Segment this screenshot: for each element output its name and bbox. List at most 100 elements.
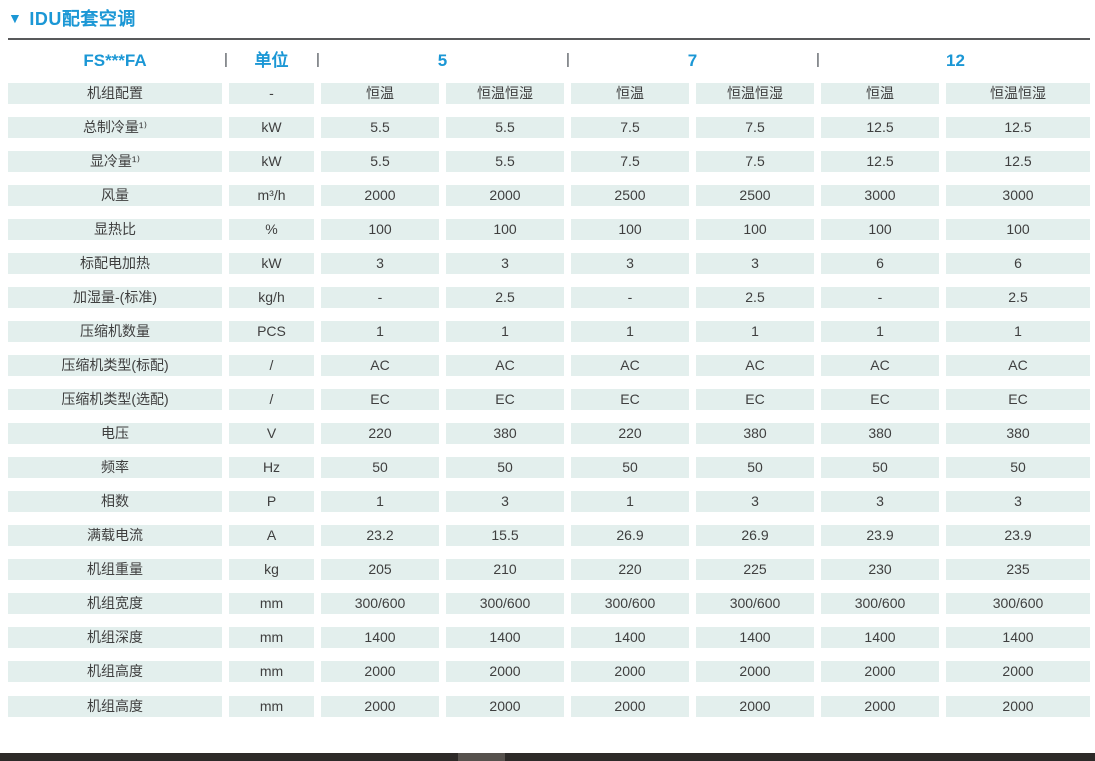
cell-value: 230 <box>821 559 939 580</box>
row-unit: Hz <box>229 457 314 478</box>
cell-value: 300/600 <box>946 593 1090 614</box>
cell-value: 12.5 <box>821 117 939 138</box>
header-separator: | <box>316 51 320 68</box>
cell-value: AC <box>946 355 1090 376</box>
row-label: 显热比 <box>8 219 222 240</box>
cell-value: 220 <box>571 559 689 580</box>
cell-value: 50 <box>821 457 939 478</box>
cell-value: 1 <box>321 491 439 512</box>
cell-value: 2000 <box>821 661 939 682</box>
cell-value: 3000 <box>946 185 1090 206</box>
cell-value: 380 <box>446 423 564 444</box>
row-unit: kW <box>229 117 314 138</box>
group-header-5: 5 <box>437 51 448 70</box>
cell-value: AC <box>696 355 814 376</box>
row-unit: kW <box>229 151 314 172</box>
cell-value: 1 <box>446 321 564 342</box>
row-unit: PCS <box>229 321 314 342</box>
cell-value: - <box>321 287 439 308</box>
cell-value: 1 <box>321 321 439 342</box>
row-unit: / <box>229 389 314 410</box>
cell-value: 2000 <box>321 696 439 717</box>
cell-value: 2000 <box>821 696 939 717</box>
cell-value: 225 <box>696 559 814 580</box>
cell-value: 100 <box>821 219 939 240</box>
header-separator: | <box>816 51 820 68</box>
cell-value: 3 <box>321 253 439 274</box>
row-label: 机组高度 <box>8 696 222 717</box>
cell-value: 380 <box>821 423 939 444</box>
cell-value: 3 <box>446 253 564 274</box>
row-unit: kg <box>229 559 314 580</box>
cell-value: 恒温恒湿 <box>946 83 1090 104</box>
table-row: 机组配置 - 恒温 恒温恒湿 恒温 恒温恒湿 恒温 恒温恒湿 <box>8 83 1090 104</box>
row-label: 总制冷量¹⁾ <box>8 117 222 138</box>
row-unit: kW <box>229 253 314 274</box>
row-label: 满载电流 <box>8 525 222 546</box>
row-label: 频率 <box>8 457 222 478</box>
cell-value: EC <box>571 389 689 410</box>
cell-value: 205 <box>321 559 439 580</box>
cell-value: 2.5 <box>696 287 814 308</box>
cell-value: 1 <box>821 321 939 342</box>
cell-value: 5.5 <box>321 117 439 138</box>
table-row: 机组高度 mm 2000 2000 2000 2000 2000 2000 <box>8 696 1090 717</box>
cell-value: 2.5 <box>946 287 1090 308</box>
row-label: 加湿量-(标准) <box>8 287 222 308</box>
cell-value: 7.5 <box>696 151 814 172</box>
cell-value: 3 <box>821 491 939 512</box>
cell-value: 2000 <box>321 185 439 206</box>
cell-value: 100 <box>571 219 689 240</box>
row-unit: % <box>229 219 314 240</box>
cell-value: 300/600 <box>571 593 689 614</box>
row-unit: mm <box>229 593 314 614</box>
row-unit: mm <box>229 627 314 648</box>
cell-value: 3 <box>696 491 814 512</box>
cell-value: - <box>571 287 689 308</box>
row-label: 压缩机类型(选配) <box>8 389 222 410</box>
scrollbar-thumb[interactable] <box>458 753 505 761</box>
cell-value: 2000 <box>446 661 564 682</box>
row-label: 相数 <box>8 491 222 512</box>
cell-value: AC <box>821 355 939 376</box>
bottom-scrollbar[interactable] <box>0 753 1095 761</box>
row-label: 机组配置 <box>8 83 222 104</box>
cell-value: AC <box>571 355 689 376</box>
row-label: 机组宽度 <box>8 593 222 614</box>
cell-value: 380 <box>696 423 814 444</box>
table-row: 压缩机数量 PCS 1 1 1 1 1 1 <box>8 321 1090 342</box>
cell-value: 12.5 <box>946 151 1090 172</box>
cell-value: EC <box>946 389 1090 410</box>
row-label: 电压 <box>8 423 222 444</box>
cell-value: 1 <box>571 321 689 342</box>
row-label: 压缩机数量 <box>8 321 222 342</box>
table-row: 压缩机类型(标配) / AC AC AC AC AC AC <box>8 355 1090 376</box>
cell-value: EC <box>321 389 439 410</box>
cell-value: 2000 <box>571 661 689 682</box>
row-unit: P <box>229 491 314 512</box>
cell-value: 6 <box>946 253 1090 274</box>
row-label: 压缩机类型(标配) <box>8 355 222 376</box>
cell-value: EC <box>821 389 939 410</box>
cell-value: 300/600 <box>821 593 939 614</box>
row-label: 风量 <box>8 185 222 206</box>
cell-value: 23.2 <box>321 525 439 546</box>
cell-value: 3 <box>571 253 689 274</box>
cell-value: 恒温 <box>571 83 689 104</box>
cell-value: 2000 <box>696 696 814 717</box>
table-header-row: FS***FA | 单位 | 5 | 7 | 12 <box>0 45 1095 77</box>
cell-value: 15.5 <box>446 525 564 546</box>
cell-value: 100 <box>696 219 814 240</box>
cell-value: 1400 <box>696 627 814 648</box>
header-separator: | <box>224 51 228 68</box>
cell-value: 2000 <box>571 696 689 717</box>
table-row: 电压 V 220 380 220 380 380 380 <box>8 423 1090 444</box>
cell-value: 1400 <box>946 627 1090 648</box>
cell-value: 1400 <box>821 627 939 648</box>
cell-value: 12.5 <box>946 117 1090 138</box>
triangle-marker-icon: ▼ <box>8 10 23 26</box>
cell-value: 300/600 <box>446 593 564 614</box>
cell-value: 380 <box>946 423 1090 444</box>
section-title: ▼ IDU配套空调 <box>8 5 136 31</box>
header-rule-line <box>8 38 1090 40</box>
